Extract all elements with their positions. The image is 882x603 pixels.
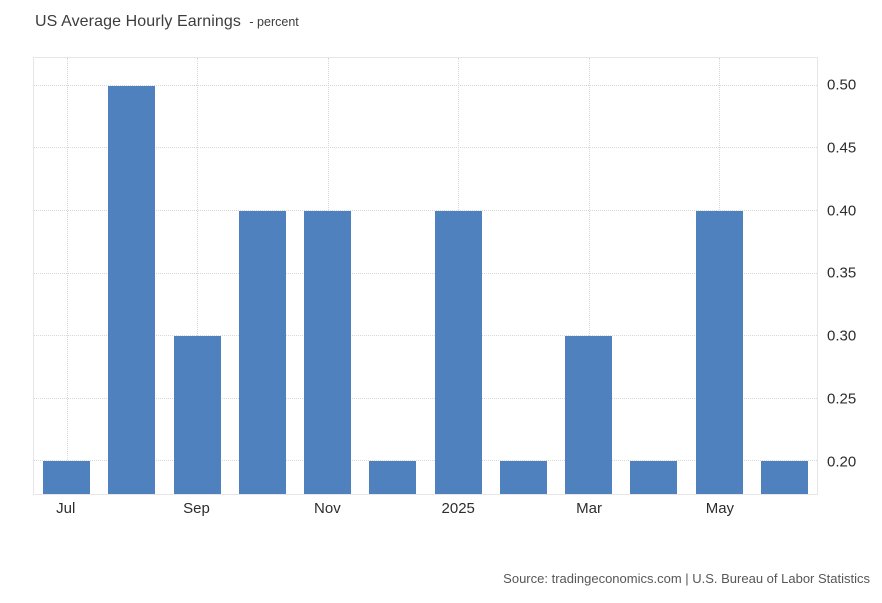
bar-aug-2024[interactable] [108, 85, 156, 494]
bar-slot [491, 58, 556, 494]
bar-mar-2025[interactable] [565, 336, 613, 494]
y-tick-label: 0.25 [827, 390, 857, 408]
bar-slot [295, 58, 360, 494]
y-tick-label: 0.45 [827, 139, 857, 157]
bar-oct-2024[interactable] [238, 210, 286, 494]
h-gridline [34, 397, 817, 399]
bar-slot [230, 58, 295, 494]
x-tick-label: Mar [576, 500, 602, 517]
x-tick-label: Nov [314, 500, 341, 517]
h-gridline [34, 460, 817, 462]
v-gridline [197, 58, 199, 494]
plot-area [33, 57, 818, 495]
x-tick-label: Jul [56, 500, 76, 517]
chart-header: US Average Hourly Earnings - percent [35, 13, 299, 31]
bar-slot [752, 58, 817, 494]
bar-slot [556, 58, 621, 494]
h-gridline [34, 335, 817, 337]
h-gridline [34, 209, 817, 211]
bar-slot [621, 58, 686, 494]
source-attribution: Source: tradingeconomics.com | U.S. Bure… [503, 571, 870, 586]
bar-nov-2024[interactable] [304, 210, 352, 494]
bar-sep-2024[interactable] [173, 336, 221, 494]
bar-slot [360, 58, 425, 494]
bar-slot [165, 58, 230, 494]
bar-slot [426, 58, 491, 494]
h-gridline [34, 84, 817, 86]
y-tick-label: 0.20 [827, 453, 857, 471]
x-tick-label: Sep [183, 500, 210, 517]
y-tick-label: 0.40 [827, 202, 857, 220]
bar-series [34, 58, 817, 494]
bar-jul-2024[interactable] [43, 461, 91, 494]
bar-jan-2025[interactable] [434, 210, 482, 494]
x-tick-label: 2025 [441, 500, 475, 517]
bar-feb-2025[interactable] [499, 461, 547, 494]
bar-slot [687, 58, 752, 494]
y-tick-label: 0.50 [827, 76, 857, 94]
bar-dec-2024[interactable] [369, 461, 417, 494]
v-gridline [66, 58, 68, 494]
bar-jun-2025[interactable] [760, 461, 808, 494]
h-gridline [34, 147, 817, 149]
bar-may-2025[interactable] [695, 210, 743, 494]
v-gridline [588, 58, 590, 494]
h-gridline [34, 272, 817, 274]
chart-subtitle: - percent [249, 15, 299, 29]
bar-apr-2025[interactable] [630, 461, 678, 494]
x-axis: Jul Sep Nov 2025 Mar May [33, 499, 818, 523]
y-tick-label: 0.35 [827, 264, 857, 282]
y-tick-label: 0.30 [827, 327, 857, 345]
bar-slot [99, 58, 164, 494]
bar-slot [34, 58, 99, 494]
y-axis: 0.20 0.25 0.30 0.35 0.40 0.45 0.50 [827, 57, 882, 495]
chart-title: US Average Hourly Earnings [35, 13, 241, 30]
x-tick-label: May [705, 500, 735, 517]
